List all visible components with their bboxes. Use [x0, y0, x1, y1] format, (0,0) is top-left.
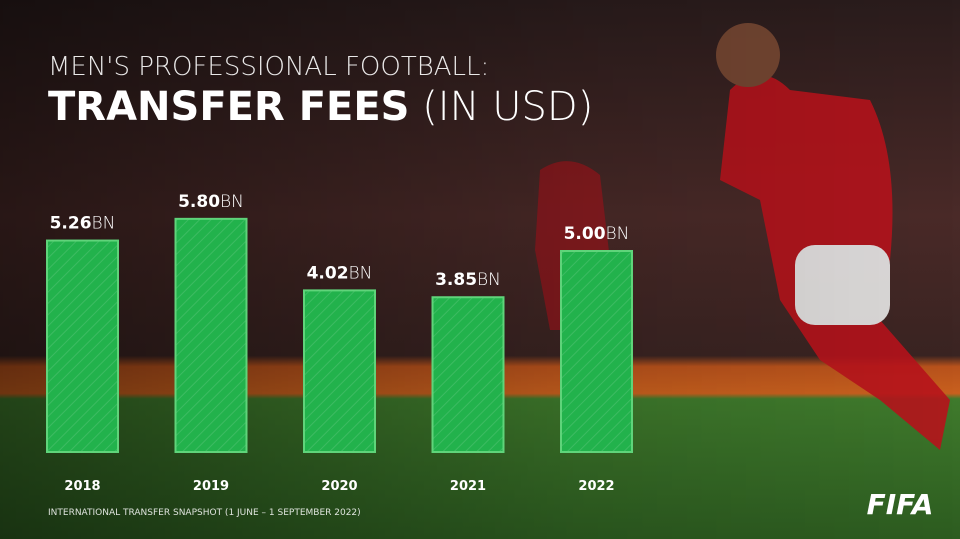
value-number: 3.85 — [435, 270, 477, 290]
category-label: 2022 — [578, 479, 614, 494]
subtitle: MEN'S PROFESSIONAL FOOTBALL: — [48, 52, 489, 82]
value-unit: BN — [92, 214, 116, 234]
value-label: 5.80BN — [178, 192, 244, 212]
category-label: 2019 — [193, 479, 229, 494]
value-number: 5.80 — [178, 192, 220, 212]
value-unit: BN — [220, 192, 244, 212]
bar-hatch — [48, 241, 117, 451]
bar-hatch — [176, 219, 246, 451]
logo: FIFA — [867, 488, 934, 521]
title: TRANSFER FEES (IN USD) — [48, 84, 593, 130]
value-number: 5.00 — [564, 224, 606, 244]
value-unit: BN — [606, 224, 630, 244]
bar-hatch — [433, 298, 503, 451]
value-number: 4.02 — [307, 263, 349, 283]
category-label: 2020 — [321, 479, 357, 494]
value-label: 3.85BN — [435, 270, 501, 290]
value-unit: BN — [477, 270, 501, 290]
value-label: 4.02BN — [307, 263, 373, 283]
bar-hatch — [562, 252, 631, 451]
category-label: 2018 — [64, 479, 100, 494]
footnote: INTERNATIONAL TRANSFER SNAPSHOT (1 JUNE … — [48, 508, 361, 518]
value-number: 5.26 — [50, 214, 92, 234]
title-main: TRANSFER FEES — [48, 84, 409, 130]
value-unit: BN — [349, 263, 373, 283]
title-suffix: (IN USD) — [422, 84, 593, 130]
value-label: 5.00BN — [564, 224, 630, 244]
category-label: 2021 — [450, 479, 486, 494]
value-label: 5.26BN — [50, 214, 116, 234]
bar-hatch — [305, 291, 374, 451]
